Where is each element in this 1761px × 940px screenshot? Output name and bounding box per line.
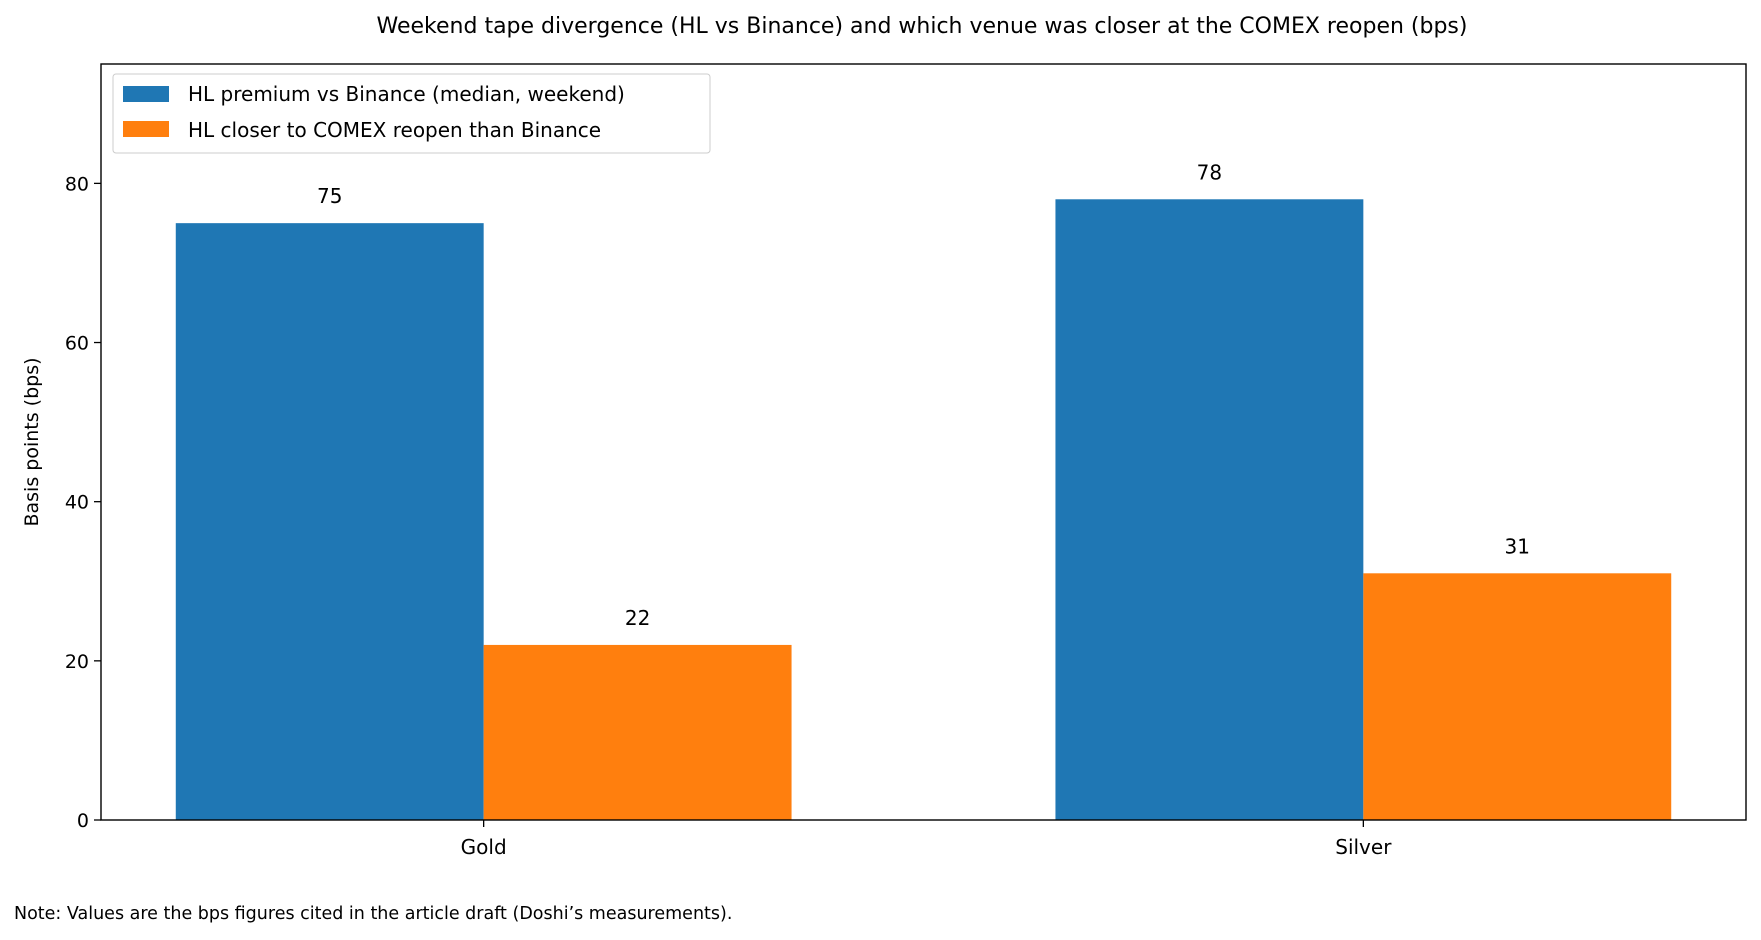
bar-silver-series2 [1363,573,1672,820]
legend-label-hl-premium: HL premium vs Binance (median, weekend) [188,82,625,106]
legend-label-hl-closer: HL closer to COMEX reopen than Binance [188,118,601,142]
y-tick-label: 60 [65,333,89,355]
y-axis-label: Basis points (bps) [21,357,43,526]
x-tick-label-silver: Silver [1335,835,1392,859]
bar-gold-series2 [483,644,792,820]
legend-swatch-hl-closer [123,121,169,137]
plot-frame [100,63,1747,821]
y-tick-label: 20 [65,651,89,673]
bar-silver-series1 [1055,199,1364,821]
y-tick-label: 40 [65,492,89,514]
legend: HL premium vs Binance (median, weekend) … [112,73,711,154]
data-label-gold-series1: 75 [317,184,342,208]
chart-title: Weekend tape divergence (HL vs Binance) … [377,14,1468,39]
y-tick-label: 0 [77,810,89,832]
y-tick-label: 80 [65,173,89,195]
footnote: Note: Values are the bps figures cited i… [14,904,732,924]
data-label-silver-series1: 78 [1197,160,1222,184]
bar-gold-series1 [175,223,484,820]
data-label-gold-series2: 22 [625,606,650,630]
x-tick-label-gold: Gold [461,835,507,859]
data-label-silver-series2: 31 [1505,534,1530,558]
legend-swatch-hl-premium [123,86,169,102]
legend-frame [112,73,711,154]
